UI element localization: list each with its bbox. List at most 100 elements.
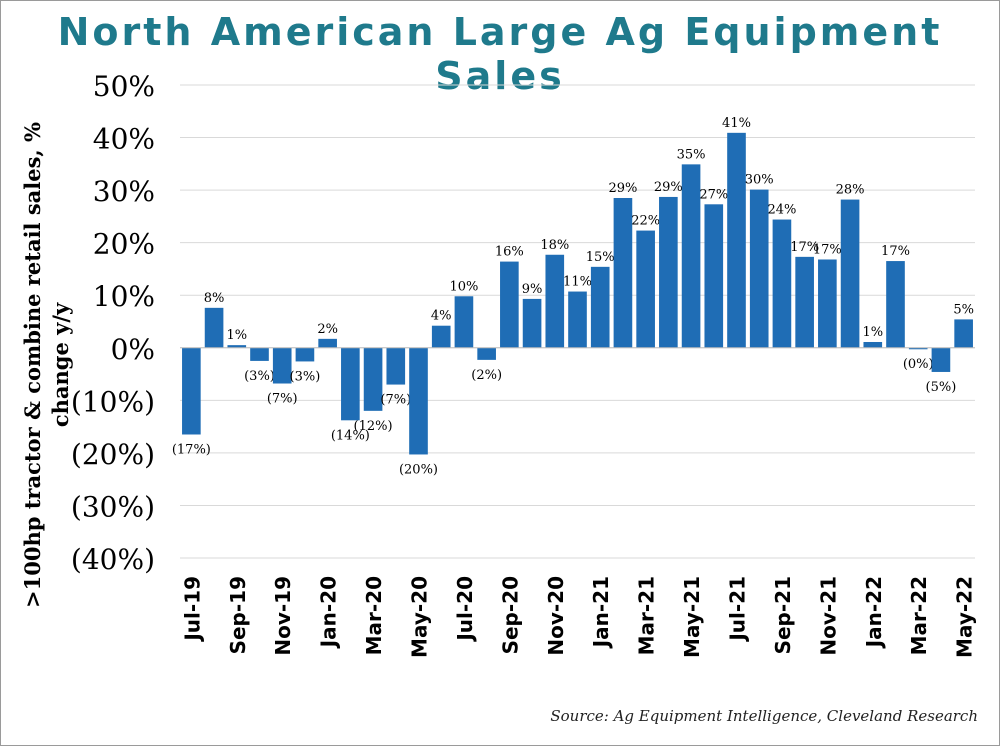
y-tick-label: 20%	[93, 228, 155, 261]
x-tick-label: Jul-21	[726, 576, 750, 643]
data-label: 41%	[722, 116, 751, 131]
bar	[727, 132, 746, 348]
bar	[295, 347, 315, 362]
data-label: 17%	[790, 240, 819, 255]
data-label: (2%)	[471, 368, 502, 383]
x-tick-label: Nov-21	[816, 576, 840, 656]
bar	[704, 204, 724, 348]
bar	[363, 347, 383, 411]
data-label: 9%	[522, 282, 543, 297]
data-label: 17%	[813, 242, 842, 257]
bar	[659, 196, 678, 348]
data-label: 4%	[431, 309, 452, 324]
bar	[318, 338, 337, 348]
x-tick-label: Sep-20	[498, 576, 522, 654]
y-tick-label: 0%	[111, 333, 155, 366]
data-label: 29%	[608, 181, 637, 196]
y-tick-label: (10%)	[71, 385, 155, 418]
data-label: 29%	[654, 180, 683, 195]
data-label: (5%)	[926, 380, 957, 395]
bar	[500, 261, 519, 348]
chart-title: North American Large Ag Equipment Sales	[57, 10, 943, 98]
data-label: (20%)	[399, 462, 438, 477]
data-label: 22%	[631, 214, 660, 229]
x-tick-label: Jan-21	[589, 576, 613, 649]
data-label: 10%	[449, 279, 478, 294]
data-label: (14%)	[331, 428, 370, 443]
y-tick-label: 40%	[93, 123, 155, 156]
source-note: Source: Ag Equipment Intelligence, Cleve…	[550, 707, 978, 725]
bar	[863, 341, 883, 348]
data-label: 28%	[836, 183, 865, 198]
data-label: (0%)	[903, 357, 934, 372]
bar	[431, 325, 451, 348]
y-tick-label: 30%	[93, 175, 155, 208]
x-tick-label: Nov-19	[271, 576, 295, 656]
bar	[568, 291, 587, 348]
data-label: (7%)	[267, 392, 298, 407]
x-tick-label: May-21	[680, 576, 704, 658]
x-tick-label: Mar-22	[907, 576, 931, 655]
bar	[931, 347, 951, 372]
y-tick-label: (30%)	[71, 490, 155, 523]
data-label: (12%)	[354, 419, 393, 434]
y-axis-label-line1: >100hp tractor & combine retail sales, %	[20, 122, 45, 608]
data-label: 16%	[495, 245, 524, 260]
data-label: 35%	[677, 147, 706, 162]
bar	[386, 347, 406, 385]
y-tick-label: (20%)	[71, 438, 155, 471]
data-label: 17%	[881, 244, 910, 259]
x-tick-label: Jul-20	[453, 576, 477, 643]
bar	[818, 259, 837, 348]
x-tick-label: Mar-21	[635, 576, 659, 655]
bar	[795, 256, 814, 348]
bar	[204, 307, 224, 348]
y-axis-label-line2: change y/y	[48, 302, 73, 427]
bar	[454, 296, 474, 348]
data-label: 2%	[317, 322, 338, 337]
data-label: 24%	[767, 203, 796, 218]
data-label: 18%	[540, 238, 569, 253]
bar	[250, 347, 269, 361]
y-tick-label: (40%)	[71, 543, 155, 576]
bar	[681, 164, 701, 348]
y-axis-label: >100hp tractor & combine retail sales, %…	[10, 85, 80, 645]
bar	[545, 254, 565, 348]
data-label: (7%)	[380, 393, 411, 408]
x-tick-label: Jul-19	[180, 576, 204, 643]
bar	[590, 266, 610, 348]
data-label: 30%	[745, 173, 774, 188]
bar	[840, 199, 860, 348]
bar	[477, 347, 496, 360]
x-tick-label: May-20	[408, 576, 432, 658]
bar	[522, 298, 542, 348]
data-label: (3%)	[244, 369, 275, 384]
data-label: 27%	[699, 187, 728, 202]
data-label: 1%	[226, 328, 247, 343]
bar	[613, 197, 633, 348]
data-label: (3%)	[290, 369, 321, 384]
bar	[272, 347, 292, 384]
x-tick-label: Jan-22	[862, 576, 886, 649]
x-tick-label: Sep-19	[226, 576, 250, 654]
y-tick-label: 10%	[93, 280, 155, 313]
data-label: 8%	[204, 291, 225, 306]
data-label: (17%)	[172, 442, 211, 457]
bar	[886, 261, 905, 348]
data-label: 1%	[862, 325, 883, 340]
data-label: 5%	[953, 302, 974, 317]
x-tick-label: Jan-20	[317, 576, 341, 649]
bar	[341, 347, 360, 421]
data-label: 11%	[563, 275, 592, 290]
x-tick-label: May-22	[953, 576, 977, 658]
bar	[772, 219, 792, 348]
bar	[749, 189, 769, 348]
bar	[182, 347, 201, 435]
data-label: 15%	[586, 250, 615, 265]
bar	[227, 345, 247, 348]
x-tick-label: Nov-20	[544, 576, 568, 656]
bar	[409, 347, 428, 455]
y-tick-label: 50%	[93, 70, 155, 103]
